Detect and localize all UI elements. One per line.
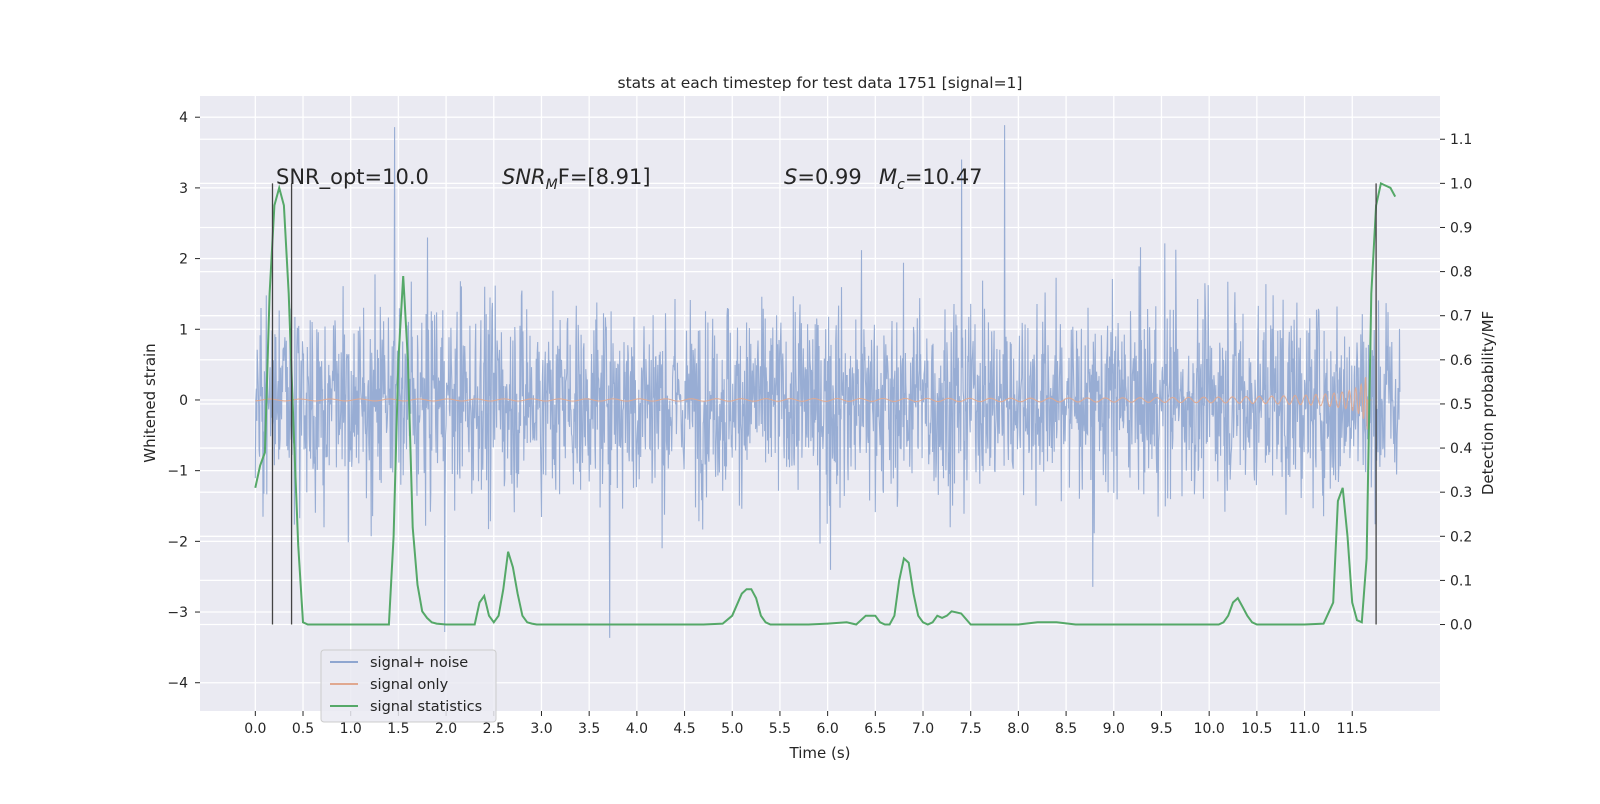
- x-tick-label: 2.5: [483, 721, 505, 737]
- legend-label-signal-only: signal only: [370, 677, 449, 693]
- y-left-tick-label: −4: [167, 676, 188, 692]
- y-left-tick-label: −2: [167, 534, 188, 550]
- y-right-tick-label: 0.9: [1450, 220, 1472, 236]
- annotation-snr-mf-sub: M: [546, 177, 558, 193]
- series-signal-statistics: [254, 181, 1397, 626]
- x-tick-label: 9.0: [1103, 721, 1125, 737]
- legend: signal+ noise signal only signal statist…: [320, 649, 497, 723]
- y-axis-label-right: Detection probability/MF: [1479, 311, 1497, 495]
- x-tick-label: 0.5: [292, 721, 314, 737]
- annotation-mc-sub: c: [897, 177, 905, 193]
- y-right-tick-label: 0.4: [1450, 441, 1472, 457]
- x-tick-label: 5.5: [769, 721, 791, 737]
- x-tick-label: 8.0: [1007, 721, 1029, 737]
- annotation-snr-mf-var: SNR: [502, 165, 546, 189]
- statistics-line: [254, 181, 1397, 626]
- x-axis-label: Time (s): [789, 744, 851, 762]
- y-right-tick-label: 0.6: [1450, 353, 1472, 369]
- y-left-tick-label: 1: [179, 322, 188, 338]
- x-tick-label: 9.5: [1150, 721, 1172, 737]
- x-tick-label: 3.5: [578, 721, 600, 737]
- y-right-tick-label: 0.8: [1450, 265, 1472, 281]
- y-right-tick-label: 1.1: [1450, 132, 1472, 148]
- x-tick-labels: 0.0 0.5 1.0 1.5 2.0 2.5 3.0 3.5 4.0 4.5 5.0 5.5 6.0 6…: [244, 711, 1368, 737]
- y-right-tick-labels: 1.1 1.0 0.9 0.8 0.7 0.6 0.5 0.4 0.3 0.2 0.1 0.0: [1440, 132, 1472, 634]
- x-tick-label: 7.0: [912, 721, 934, 737]
- annotation-snr-mf: SNRMF=[8.91]: [502, 165, 651, 193]
- annotation-s-rest: =0.99: [797, 165, 861, 189]
- y-left-tick-label: 4: [179, 110, 188, 126]
- y-left-tick-label: 2: [179, 252, 188, 268]
- y-right-tick-label: 0.3: [1450, 485, 1472, 501]
- x-tick-label: 10.5: [1241, 721, 1272, 737]
- x-tick-label: 3.0: [530, 721, 552, 737]
- chirp-line: [255, 377, 1372, 430]
- vertical-markers: [271, 183, 1377, 625]
- legend-label-signal-statistics: signal statistics: [370, 699, 482, 715]
- annotation-snr-opt: SNR_opt=10.0: [276, 165, 429, 190]
- x-tick-label: 1.0: [340, 721, 362, 737]
- chart-title: stats at each timestep for test data 175…: [618, 74, 1023, 92]
- series-signal-plus-noise: [254, 125, 1401, 638]
- legend-label-signal-plus-noise: signal+ noise: [370, 655, 468, 671]
- y-axis-label-left: Whitened strain: [141, 343, 159, 462]
- x-tick-label: 2.0: [435, 721, 457, 737]
- y-right-tick-label: 0.2: [1450, 529, 1472, 545]
- x-tick-label: 8.5: [1055, 721, 1077, 737]
- x-tick-label: 7.5: [960, 721, 982, 737]
- annotation-mc: Mc=10.47: [879, 165, 983, 193]
- annotation-s: S=0.99: [784, 165, 862, 189]
- annotation-mc-var: M: [879, 165, 897, 189]
- x-tick-label: 0.0: [244, 721, 266, 737]
- series-signal-only: [255, 377, 1372, 430]
- y-left-tick-label: −1: [167, 464, 188, 480]
- y-left-tick-label: 3: [179, 181, 188, 197]
- annotation-s-var: S: [784, 165, 797, 189]
- y-right-tick-label: 0.7: [1450, 309, 1472, 325]
- x-tick-label: 4.0: [626, 721, 648, 737]
- y-right-tick-label: 0.1: [1450, 573, 1472, 589]
- legend-box: [320, 649, 497, 723]
- annotation-snr-mf-rest: F=[8.91]: [558, 165, 651, 189]
- annotation-mc-rest: =10.47: [905, 165, 983, 189]
- y-left-tick-label: 0: [179, 393, 188, 409]
- x-tick-label: 6.5: [864, 721, 886, 737]
- x-tick-label: 1.5: [387, 721, 409, 737]
- x-tick-label: 11.0: [1289, 721, 1320, 737]
- x-tick-label: 4.5: [673, 721, 695, 737]
- y-right-tick-label: 0.5: [1450, 397, 1472, 413]
- x-tick-label: 10.0: [1194, 721, 1225, 737]
- y-right-tick-label: 1.0: [1450, 176, 1472, 192]
- y-left-tick-labels: 4 3 2 1 0 −1 −2 −3 −4: [167, 110, 200, 692]
- x-tick-label: 11.5: [1337, 721, 1368, 737]
- x-tick-label: 6.0: [816, 721, 838, 737]
- x-tick-label: 5.0: [721, 721, 743, 737]
- y-left-tick-label: −3: [167, 605, 188, 621]
- y-right-tick-label: 0.0: [1450, 618, 1472, 634]
- noise-line: [254, 125, 1401, 638]
